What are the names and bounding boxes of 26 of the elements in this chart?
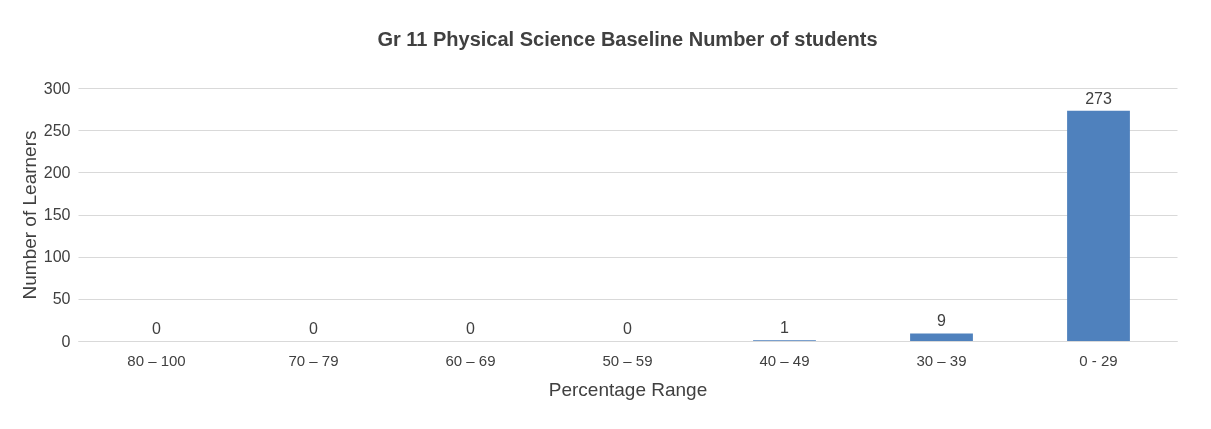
x-axis-title: Percentage Range xyxy=(548,378,708,400)
x-tick-label: 0 - 29 xyxy=(1079,351,1118,369)
y-tick-label: 250 xyxy=(43,121,71,139)
chart-title: Gr 11 Physical Science Baseline Number of students xyxy=(377,28,878,50)
data-label: 9 xyxy=(937,312,947,330)
y-tick-label: 0 xyxy=(61,332,71,350)
y-tick-label: 100 xyxy=(43,248,71,266)
y-axis-title: Number of Learners xyxy=(18,130,40,300)
x-tick-label: 70 – 79 xyxy=(288,351,339,369)
x-tick-label: 60 – 69 xyxy=(445,351,496,369)
data-label: 1 xyxy=(780,319,790,337)
x-tick-label: 30 – 39 xyxy=(916,351,967,369)
data-label: 0 xyxy=(309,320,319,337)
y-tick-label: 200 xyxy=(43,163,71,181)
x-tick-label: 80 – 100 xyxy=(127,351,186,369)
x-tick-label: 50 – 59 xyxy=(602,351,653,369)
bar xyxy=(910,333,973,341)
bar xyxy=(1067,110,1130,341)
y-tick-label: 50 xyxy=(52,290,71,308)
data-label: 0 xyxy=(466,320,476,337)
data-label: 273 xyxy=(1085,89,1112,107)
data-label: 0 xyxy=(152,320,162,337)
y-tick-label: 150 xyxy=(43,206,71,223)
data-label: 0 xyxy=(623,320,633,337)
y-tick-label: 300 xyxy=(43,79,71,97)
x-tick-label: 40 – 49 xyxy=(759,351,810,369)
